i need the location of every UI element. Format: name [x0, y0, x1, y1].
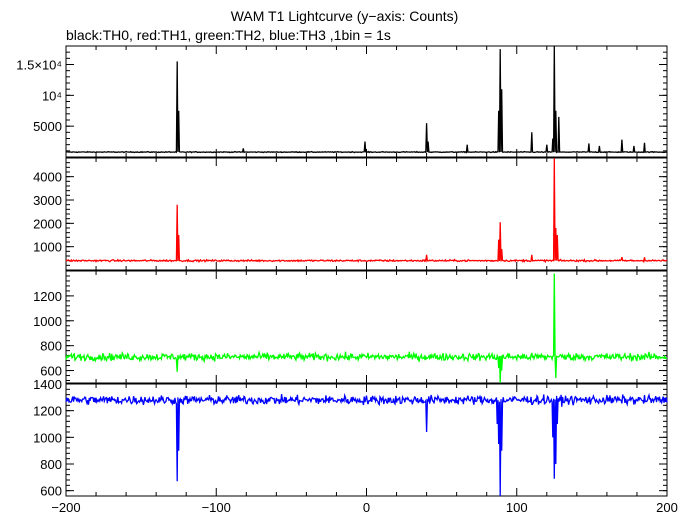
y-tick-label: 1200	[33, 404, 62, 419]
y-tick-label: 1.5×10⁴	[16, 58, 62, 73]
x-tick-label: 0	[363, 500, 370, 515]
series-line-th0	[66, 45, 668, 154]
y-tick-label: 1000	[33, 240, 62, 255]
chart-subtitle: black:TH0, red:TH1, green:TH2, blue:TH3 …	[66, 27, 391, 43]
x-tick-label: −200	[51, 500, 80, 515]
y-tick-label: 4000	[33, 170, 62, 185]
panel-frame-th0	[65, 45, 668, 158]
y-tick-label: 3000	[33, 193, 62, 208]
y-tick-label: 600	[40, 484, 62, 499]
series-line-th2	[65, 273, 668, 384]
y-tick-label: 2000	[33, 216, 62, 231]
y-tick-label: 600	[40, 364, 62, 379]
series-line-th1	[65, 157, 668, 264]
y-tick-label: 1200	[33, 289, 62, 304]
x-tick-label: −100	[202, 500, 231, 515]
y-tick-label: 10⁴	[42, 88, 62, 103]
y-tick-label: 1400	[33, 377, 62, 392]
x-tick-label: 200	[656, 500, 678, 515]
x-tick-label: 100	[506, 500, 528, 515]
panel-frame-th2	[65, 270, 668, 384]
series-line-th3	[65, 392, 668, 497]
y-tick-label: 1000	[33, 430, 62, 445]
panel-frame-th1	[65, 157, 668, 271]
chart-title: WAM T1 Lightcurve (y−axis: Counts)	[230, 8, 459, 24]
y-tick-label: 800	[40, 339, 62, 354]
y-tick-label: 1000	[33, 314, 62, 329]
y-tick-label: 800	[40, 457, 62, 472]
y-tick-label: 5000	[33, 119, 62, 134]
